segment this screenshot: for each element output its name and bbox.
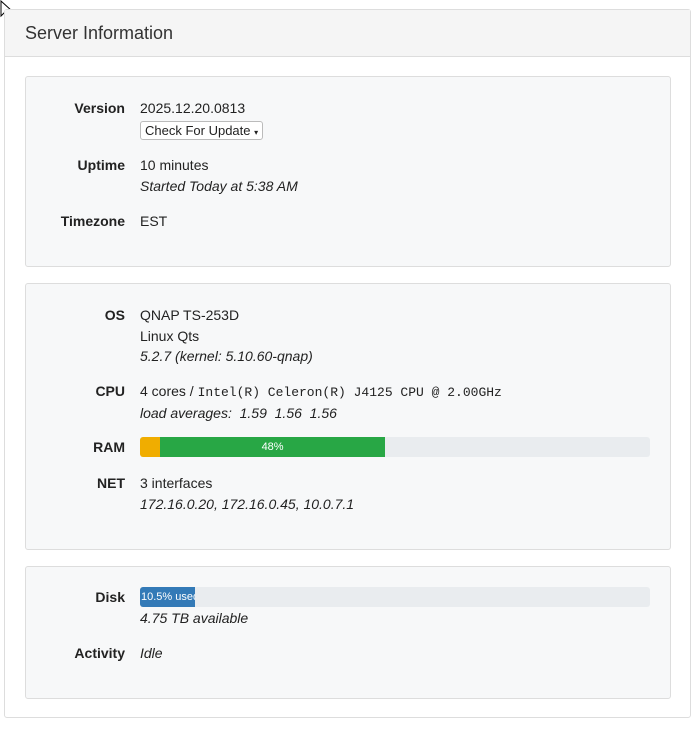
ram-bar: 48% [140, 437, 650, 457]
label: Disk [95, 589, 125, 605]
well [25, 566, 671, 699]
detail: 5.2.7 (kernel: 5.10.60-qnap) [140, 348, 313, 364]
value: QNAP TS-253D [140, 307, 240, 323]
label: Timezone [60, 213, 125, 229]
label: NET [97, 475, 125, 491]
value: 3 interfaces [140, 475, 213, 491]
bar-label: 48% [261, 441, 284, 453]
panel-header: Server Information [5, 10, 690, 57]
label: Activity [74, 645, 125, 661]
label: CPU [95, 383, 125, 399]
value: EST [140, 213, 168, 229]
disk-bar: 10.5% used [140, 587, 650, 607]
value: 4 cores / Intel(R) Celeron(R) J4125 CPU … [140, 382, 502, 402]
disk-segment: 10.5% used [140, 587, 195, 607]
ram-segment: 48% [160, 437, 385, 457]
label: OS [104, 307, 125, 323]
label: Uptime [77, 157, 125, 173]
label: RAM [93, 439, 125, 455]
cpu-model: Intel(R) Celeron(R) J4125 CPU @ 2.00GHz [197, 385, 502, 400]
ram-segment [140, 437, 161, 457]
title: Server Information [25, 23, 174, 43]
label: Version [74, 100, 125, 116]
button-text[interactable]: Check For Update [145, 123, 251, 138]
value: Idle [140, 645, 163, 661]
bar-label: 10.5% used [141, 591, 195, 603]
detail: load averages: 1.59 1.56 1.56 [140, 405, 337, 421]
value: 2025.12.20.0813 [140, 100, 246, 116]
value: 10 minutes [140, 157, 209, 173]
panel: Server Information [4, 9, 691, 718]
well [25, 283, 671, 550]
cores: 4 cores / [140, 383, 194, 399]
detail: 172.16.0.20, 172.16.0.45, 10.0.7.1 [140, 496, 355, 512]
detail: Started Today at 5:38 AM [140, 178, 298, 194]
detail: 4.75 TB available [140, 610, 249, 626]
well [25, 76, 671, 267]
value: Linux Qts [140, 328, 200, 344]
update-button[interactable]: Check For Update ▾ [140, 121, 264, 140]
